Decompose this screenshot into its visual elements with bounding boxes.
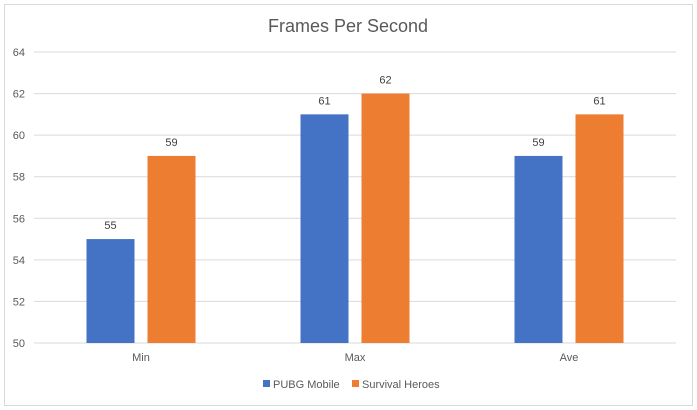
data-label: 61: [318, 95, 330, 107]
data-label: 55: [104, 220, 116, 232]
y-tick-label: 50: [13, 338, 25, 350]
bar-pubg-mobile-max: [300, 114, 349, 343]
y-tick-label: 54: [13, 255, 25, 267]
data-labels: 55 59 61 62 59 61: [104, 75, 605, 233]
data-label: 59: [532, 137, 544, 149]
y-tick-label: 60: [13, 130, 25, 142]
legend-swatch: [263, 380, 270, 387]
y-tick-label: 56: [13, 213, 25, 225]
bar-survival-heroes-ave: [575, 114, 624, 343]
data-label: 62: [379, 75, 391, 87]
legend-label: PUBG Mobile: [273, 379, 340, 391]
bar-pubg-mobile-ave: [514, 155, 563, 343]
x-axis-categories: Min Max Ave: [132, 352, 578, 364]
chart-title: Frames Per Second: [268, 16, 428, 36]
y-tick-label: 62: [13, 89, 25, 101]
bars: [86, 93, 624, 343]
gridlines: [34, 51, 676, 344]
data-label: 61: [593, 95, 605, 107]
data-label: 59: [165, 137, 177, 149]
bar-survival-heroes-max: [361, 93, 410, 343]
bar-survival-heroes-min: [147, 155, 196, 343]
x-category-label: Max: [345, 352, 366, 364]
bar-pubg-mobile-min: [86, 239, 135, 343]
y-tick-label: 58: [13, 172, 25, 184]
x-category-label: Ave: [560, 352, 579, 364]
legend-swatch: [352, 380, 359, 387]
legend-label: Survival Heroes: [362, 379, 440, 391]
x-category-label: Min: [132, 352, 150, 364]
y-axis-ticks: 50 52 54 56 58 60 62 64: [13, 47, 25, 350]
y-tick-label: 52: [13, 296, 25, 308]
y-tick-label: 64: [13, 47, 25, 59]
legend: PUBG Mobile Survival Heroes: [263, 379, 440, 391]
